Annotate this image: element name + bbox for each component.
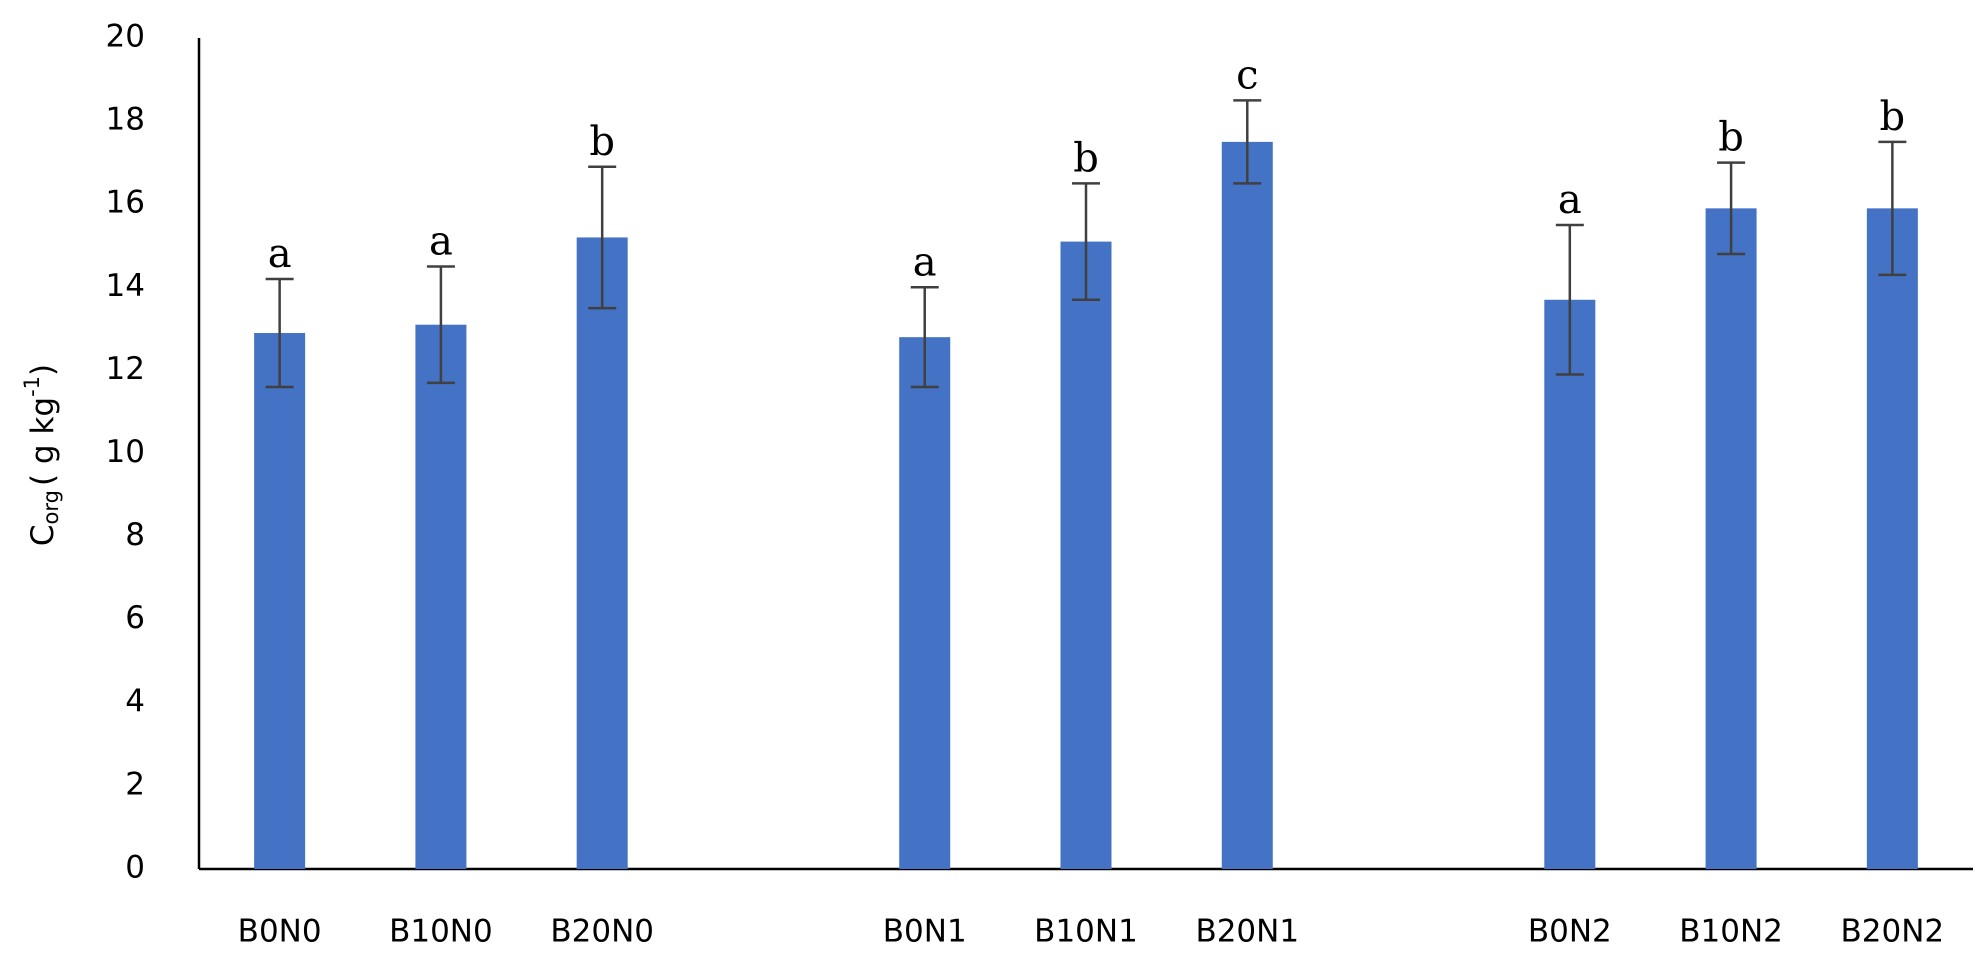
significance-letter: a [1558,177,1582,223]
bar [576,237,628,869]
bar [1060,241,1112,870]
y-label-unit: ( g kg [25,397,61,486]
error-bar [265,277,294,389]
bar [415,324,467,869]
bar [1221,141,1273,869]
bar [1705,208,1757,870]
error-bar [588,165,617,310]
y-label-main: C [25,524,61,546]
error-bar [910,286,939,389]
error-bar [1717,161,1746,256]
y-tick-label: 2 [125,766,145,802]
bar [1866,208,1918,870]
y-tick-label: 6 [125,600,145,636]
x-tick-label: B10N2 [1679,914,1783,950]
y-tick-label: 18 [106,102,145,138]
significance-letter: b [1073,135,1099,181]
significance-letter: a [268,231,292,277]
y-tick-label: 16 [106,185,145,221]
significance-letter: b [1718,115,1744,161]
y-tick-label: 4 [125,683,145,719]
bar [899,337,951,869]
x-tick-label: B0N2 [1528,914,1612,950]
y-label-sub: org [39,490,63,524]
y-label-sup: -1 [20,376,44,397]
y-tick-label: 10 [106,434,145,470]
error-bar [1072,182,1100,302]
significance-letter: b [589,119,615,165]
x-tick-label: B20N2 [1841,914,1945,950]
error-bar [1878,140,1907,277]
error-bar [1555,223,1584,376]
error-bar [426,265,455,385]
y-label-close: ) [25,364,61,376]
significance-letter: a [913,239,937,285]
x-tick-label: B0N1 [883,914,967,950]
significance-letter: a [429,219,453,265]
y-tick-label: 20 [106,19,145,55]
bar [254,333,306,869]
y-tick-label: 14 [106,268,145,304]
y-tick-label: 12 [106,351,145,387]
significance-letter: b [1880,94,1906,140]
x-tick-label: B10N1 [1034,914,1138,950]
x-tick-label: B0N0 [238,914,322,950]
y-axis-label: Corg ( g kg-1) [20,364,63,546]
y-tick-label: 8 [125,517,145,553]
significance-letter: c [1236,52,1258,98]
bar [1544,299,1596,869]
y-tick-label: 0 [125,850,145,886]
x-tick-label: B20N0 [550,914,654,950]
x-tick-label: B20N1 [1195,914,1299,950]
x-tick-label: B10N0 [389,914,493,950]
error-bar [1233,99,1262,185]
